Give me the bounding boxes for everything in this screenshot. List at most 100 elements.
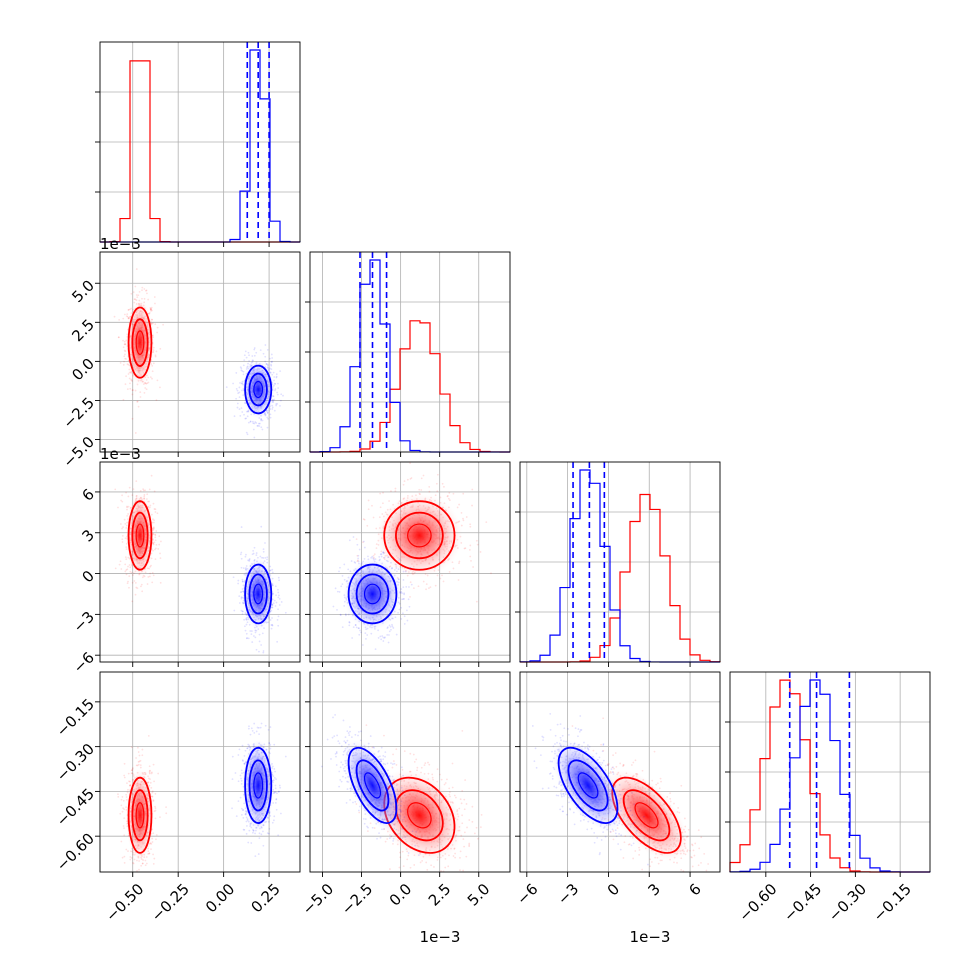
scatter-point-red bbox=[469, 555, 472, 558]
scatter-point-blue bbox=[237, 582, 240, 585]
scatter-point-red bbox=[356, 560, 359, 563]
scatter-point-red bbox=[356, 559, 359, 562]
scatter-point-blue bbox=[260, 525, 263, 528]
scatter-point-red bbox=[149, 307, 152, 309]
scatter-point-blue bbox=[244, 625, 246, 628]
scatter-point-red bbox=[469, 525, 472, 528]
scatter-point-blue bbox=[240, 566, 243, 569]
scatter-point-blue bbox=[260, 418, 263, 421]
scatter-point-red bbox=[144, 864, 147, 867]
scatter-point-blue bbox=[277, 382, 279, 385]
scatter-point-blue bbox=[262, 550, 265, 553]
scatter-point-red bbox=[434, 494, 437, 497]
scatter-point-blue bbox=[365, 637, 367, 640]
scatter-point-red bbox=[460, 511, 463, 514]
scatter-point-red bbox=[485, 521, 488, 524]
scatter-point-blue bbox=[251, 420, 254, 423]
scatter-point-red bbox=[129, 858, 132, 861]
scatter-point-red bbox=[475, 539, 478, 542]
scatter-point-blue bbox=[277, 576, 280, 579]
scatter-point-red bbox=[420, 489, 423, 491]
scatter-point-red bbox=[136, 587, 139, 590]
scatter-point-red bbox=[154, 533, 157, 536]
scatter-point-blue bbox=[246, 621, 249, 624]
scatter-point-red bbox=[154, 355, 157, 358]
scatter-point-red bbox=[147, 735, 150, 737]
scatter-point-blue bbox=[238, 396, 241, 399]
scatter-point-blue bbox=[273, 376, 276, 378]
scatter-point-red bbox=[151, 571, 154, 574]
scatter-point-blue bbox=[269, 619, 272, 621]
scatter-point-blue bbox=[253, 436, 256, 439]
scatter-point-red bbox=[151, 790, 154, 793]
scatter-point-red bbox=[378, 516, 381, 519]
scatter-point-red bbox=[126, 506, 129, 509]
scatter-point-blue bbox=[390, 561, 392, 564]
contour-blue bbox=[355, 573, 390, 615]
scatter-point-red bbox=[149, 778, 151, 781]
scatter-point-red bbox=[121, 534, 124, 537]
scatter-point-red bbox=[121, 500, 124, 503]
scatter-point-red bbox=[153, 508, 156, 510]
scatter-point-red bbox=[470, 559, 472, 562]
scatter-point-red bbox=[139, 873, 141, 875]
scatter-point-blue bbox=[341, 583, 344, 586]
scatter-point-red bbox=[367, 508, 370, 511]
scatter-point-red bbox=[141, 590, 144, 593]
scatter-point-red bbox=[382, 502, 384, 505]
scatter-point-red bbox=[409, 581, 412, 584]
scatter-point-blue bbox=[238, 595, 241, 598]
scatter-point-red bbox=[126, 313, 129, 316]
scatter-point-red bbox=[157, 547, 160, 550]
scatter-point-blue bbox=[247, 362, 249, 365]
scatter-point-blue bbox=[343, 563, 346, 566]
scatter-point-red bbox=[143, 391, 146, 394]
scatter-point-blue bbox=[390, 628, 392, 631]
scatter-point-red bbox=[151, 581, 154, 584]
scatter-point-blue bbox=[235, 387, 238, 390]
scatter-point-blue bbox=[276, 403, 279, 405]
scatter-point-blue bbox=[270, 627, 273, 630]
scatter-point-red bbox=[124, 556, 127, 559]
scatter-point-red bbox=[154, 547, 157, 550]
scatter-point-red bbox=[127, 850, 129, 852]
scatter-point-red bbox=[125, 491, 127, 494]
scatter-point-blue bbox=[273, 379, 275, 382]
scatter-point-blue bbox=[241, 382, 243, 385]
scatter-point-blue bbox=[355, 626, 358, 629]
scatter-point-red bbox=[123, 349, 126, 352]
scatter-point-red bbox=[121, 541, 124, 543]
scatter-point-red bbox=[439, 496, 442, 499]
scatter-point-red bbox=[452, 567, 455, 570]
scatter-point-red bbox=[139, 391, 142, 394]
scatter-point-red bbox=[127, 309, 130, 311]
scatter-point-blue bbox=[275, 376, 278, 379]
scatter-point-red bbox=[355, 538, 358, 541]
scatter-point-red bbox=[119, 523, 122, 525]
scatter-point-red bbox=[460, 524, 463, 527]
scatter-point-blue bbox=[258, 633, 261, 636]
scatter-point-red bbox=[471, 504, 473, 507]
scatter-point-blue bbox=[245, 567, 247, 569]
scatter-point-red bbox=[126, 582, 129, 585]
scatter-point-red bbox=[154, 302, 156, 305]
scatter-point-red bbox=[362, 541, 364, 544]
scatter-point-red bbox=[131, 581, 134, 584]
scatter-point-blue bbox=[384, 636, 386, 639]
scatter-point-blue bbox=[242, 373, 245, 376]
scatter-point-red bbox=[130, 379, 133, 382]
scatter-point-red bbox=[152, 521, 155, 524]
scatter-point-blue bbox=[402, 612, 404, 615]
scatter-point-blue bbox=[380, 553, 383, 556]
scatter-point-blue bbox=[253, 546, 256, 549]
scatter-point-red bbox=[388, 500, 390, 502]
scatter-point-blue bbox=[402, 570, 405, 573]
scatter-point-red bbox=[441, 574, 443, 577]
scatter-point-red bbox=[119, 812, 122, 815]
scatter-point-red bbox=[122, 363, 125, 366]
scatter-point-blue bbox=[241, 382, 243, 384]
scatter-point-blue bbox=[408, 586, 410, 588]
scatter-point-red bbox=[150, 772, 153, 775]
scatter-point-red bbox=[443, 485, 445, 488]
scatter-point-blue bbox=[253, 348, 256, 351]
